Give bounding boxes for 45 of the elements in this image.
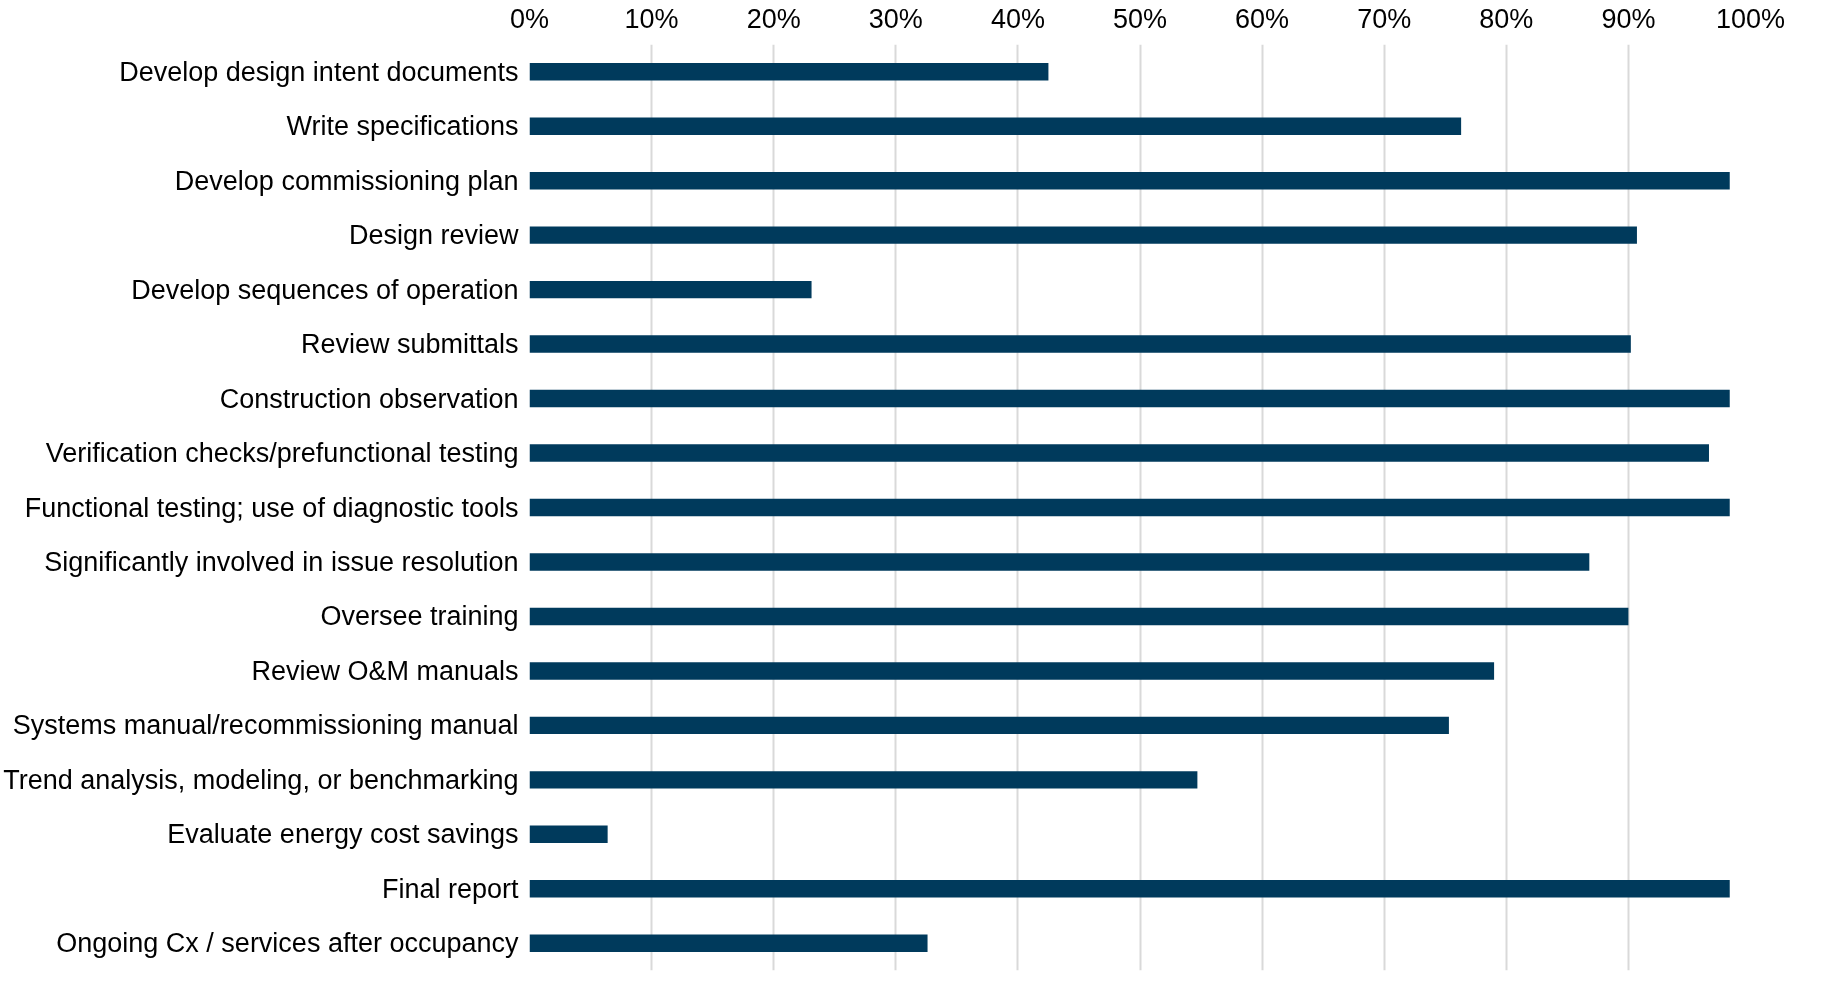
bar: [529, 662, 1495, 680]
x-tick-label: 30%: [868, 3, 923, 34]
y-tick-label: Verification checks/prefunctional testing: [45, 438, 519, 469]
x-tick-label: 0%: [509, 3, 550, 34]
y-tick-label: Trend analysis, modeling, or benchmarking: [3, 764, 519, 795]
bar: [529, 825, 608, 844]
y-tick-label: Develop commissioning plan: [174, 165, 519, 196]
bar: [529, 226, 1637, 244]
bar: [529, 335, 1631, 353]
y-tick-label: Oversee training: [320, 601, 519, 632]
y-tick-label: Final report: [381, 873, 519, 904]
y-tick-label: Review O&M manuals: [251, 655, 519, 686]
y-tick-label: Systems manual/recommissioning manual: [12, 710, 519, 741]
x-tick-label: 100%: [1715, 3, 1786, 34]
bar: [529, 444, 1709, 462]
y-tick-label: Write specifications: [286, 111, 519, 142]
x-tick-label: 10%: [624, 3, 679, 34]
bar: [529, 771, 1198, 789]
x-tick-label: 60%: [1235, 3, 1290, 34]
bar: [529, 607, 1629, 626]
bar: [529, 498, 1730, 517]
x-tick-label: 40%: [990, 3, 1045, 34]
y-tick-label: Develop design intent documents: [119, 56, 519, 87]
y-tick-label: Ongoing Cx / services after occupancy: [56, 928, 519, 959]
y-tick-label: Functional testing; use of diagnostic tools: [24, 492, 519, 523]
bar: [529, 117, 1462, 135]
bar: [529, 880, 1730, 898]
bar: [529, 171, 1730, 190]
x-tick-label: 90%: [1601, 3, 1656, 34]
y-tick-label: Construction observation: [219, 383, 519, 414]
y-tick-label: Design review: [348, 220, 519, 251]
y-tick-label: Evaluate energy cost savings: [167, 819, 519, 850]
x-tick-label: 50%: [1112, 3, 1168, 34]
x-tick-label: 80%: [1479, 3, 1534, 34]
bar: [529, 716, 1449, 735]
y-tick-label: Significantly involved in issue resolution: [44, 546, 519, 577]
bar: [529, 553, 1590, 571]
bar: [529, 63, 1049, 81]
bar: [529, 934, 928, 952]
bar: [529, 389, 1730, 408]
x-tick-label: 20%: [746, 3, 801, 34]
bar: [529, 280, 812, 299]
y-tick-label: Develop sequences of operation: [131, 274, 519, 305]
y-tick-label: Review submittals: [300, 329, 519, 360]
x-tick-label: 70%: [1357, 3, 1412, 34]
